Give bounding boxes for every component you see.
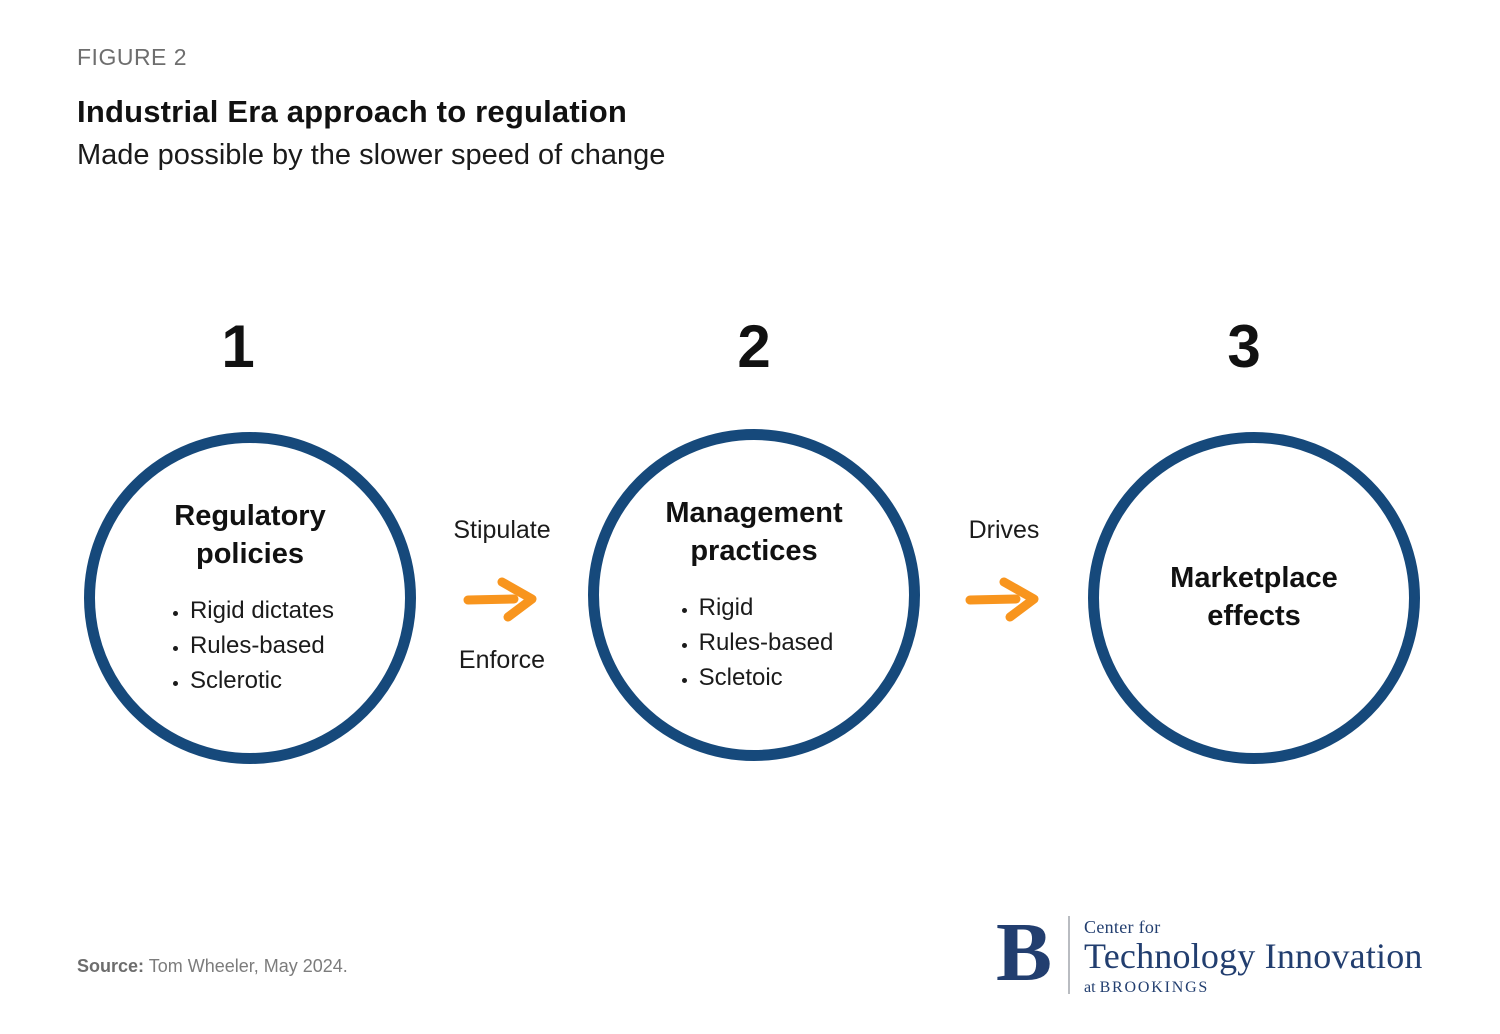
brookings-monogram: B	[996, 906, 1053, 999]
connector-label-top: Stipulate	[453, 516, 551, 544]
step-circle-management-practices: Management practices Rigid Rules-based S…	[588, 429, 920, 761]
figure-title: Industrial Era approach to regulation	[77, 94, 627, 129]
step-number-2: 2	[737, 313, 771, 380]
figure-header: FIGURE 2 Industrial Era approach to regu…	[77, 44, 665, 172]
figure-subtitle: Made possible by the slower speed of cha…	[77, 139, 666, 171]
connector-label-bottom: Enforce	[458, 646, 546, 674]
connector-drives: Drives	[920, 516, 1088, 686]
bullet-item: Scletoic	[699, 660, 834, 695]
source-text: Tom Wheeler, May 2024.	[148, 956, 348, 976]
bullet-item: Rules-based	[190, 628, 334, 663]
step-circle-marketplace-effects: Marketplace effects	[1088, 432, 1420, 764]
bullet-item: Rigid	[699, 590, 834, 625]
logo-text: Center for Technology Innovation at BROO…	[1084, 906, 1423, 998]
step-bullet-list: Rigid dictates Rules-based Sclerotic	[166, 593, 334, 698]
source-label: Source:	[77, 956, 145, 976]
arrow-right-icon	[920, 576, 1088, 627]
step-title: Management practices	[665, 496, 843, 567]
logo-technology-innovation: Technology Innovation	[1084, 936, 1423, 976]
logo-divider	[1068, 916, 1071, 994]
arrow-right-icon	[416, 576, 588, 627]
bullet-item: Sclerotic	[190, 663, 334, 698]
figure-label: FIGURE 2	[77, 44, 188, 70]
step-bullet-list: Rigid Rules-based Scletoic	[675, 590, 834, 695]
connector-stipulate-enforce: Stipulate Enforce	[416, 516, 588, 686]
bullet-item: Rules-based	[699, 625, 834, 660]
step-number-1: 1	[221, 313, 255, 380]
bullet-item: Rigid dictates	[190, 593, 334, 628]
step-number-3: 3	[1227, 313, 1261, 380]
logo-at-brookings: at BROOKINGS	[1084, 979, 1210, 996]
step-title: Regulatory policies	[174, 499, 326, 570]
brookings-logo: B Center for Technology Innovation at BR…	[996, 906, 1423, 998]
step-circle-regulatory-policies: Regulatory policies Rigid dictates Rules…	[84, 432, 416, 764]
logo-center-for: Center for	[1084, 917, 1161, 937]
connector-label-top: Drives	[968, 516, 1040, 544]
source-note: Source: Tom Wheeler, May 2024.	[77, 956, 348, 977]
step-title: Marketplace effects	[1170, 562, 1338, 632]
